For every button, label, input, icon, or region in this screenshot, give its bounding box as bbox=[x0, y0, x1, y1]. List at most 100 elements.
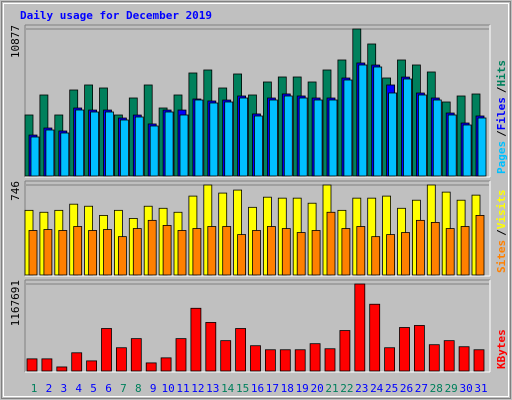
x-tick-label: 21 bbox=[325, 382, 338, 395]
bar bbox=[354, 283, 366, 372]
x-tick-label: 25 bbox=[385, 382, 398, 395]
bar bbox=[41, 358, 53, 372]
x-tick-label: 11 bbox=[176, 382, 189, 395]
legend: Sites /Visits bbox=[495, 190, 508, 274]
bar bbox=[224, 101, 234, 177]
x-tick-label: 9 bbox=[150, 382, 157, 395]
legend-entry: Visits bbox=[495, 190, 508, 230]
bar bbox=[237, 234, 247, 276]
x-tick-label: 13 bbox=[206, 382, 219, 395]
bar bbox=[75, 109, 85, 177]
bar bbox=[116, 347, 127, 372]
x-tick-label: 18 bbox=[281, 382, 294, 395]
legend-separator: / bbox=[495, 86, 508, 93]
bar bbox=[413, 325, 425, 372]
bar bbox=[324, 348, 336, 372]
x-tick-label: 2 bbox=[46, 382, 53, 395]
legend-entry: Files bbox=[495, 97, 508, 130]
bar bbox=[294, 349, 306, 372]
legend: Pages/Files/Hits bbox=[495, 60, 508, 174]
bar bbox=[56, 366, 68, 372]
bar bbox=[443, 340, 455, 372]
bar bbox=[252, 230, 261, 276]
x-tick-label: 22 bbox=[340, 382, 353, 395]
y-tick-label: 746 bbox=[9, 181, 22, 201]
bar bbox=[164, 111, 174, 177]
x-tick-label: 8 bbox=[135, 382, 142, 395]
bar bbox=[401, 232, 410, 276]
bar bbox=[175, 338, 187, 372]
x-tick-label: 6 bbox=[105, 382, 112, 395]
bar bbox=[235, 328, 247, 372]
bar bbox=[73, 226, 83, 276]
bar bbox=[264, 349, 276, 372]
bar bbox=[207, 226, 217, 276]
chart-title: Daily usage for December 2019 bbox=[20, 9, 212, 22]
x-tick-label: 20 bbox=[310, 382, 323, 395]
x-tick-label: 15 bbox=[236, 382, 249, 395]
x-tick-label: 23 bbox=[355, 382, 368, 395]
inner-border bbox=[3, 3, 509, 397]
bar bbox=[268, 99, 278, 177]
bar bbox=[388, 92, 398, 177]
bar bbox=[86, 360, 97, 372]
x-tick-label: 3 bbox=[60, 382, 67, 395]
bar bbox=[339, 330, 351, 372]
x-tick-label: 5 bbox=[90, 382, 97, 395]
x-tick-label: 27 bbox=[415, 382, 428, 395]
bar bbox=[105, 111, 114, 177]
x-tick-label: 31 bbox=[474, 382, 487, 395]
x-tick-label: 30 bbox=[459, 382, 472, 395]
bar bbox=[281, 228, 291, 276]
bar bbox=[118, 236, 127, 276]
bar bbox=[417, 94, 427, 177]
bar bbox=[254, 115, 263, 177]
x-tick-label: 7 bbox=[120, 382, 127, 395]
x-tick-label: 14 bbox=[221, 382, 235, 395]
y-tick-label: 1167691 bbox=[9, 280, 22, 326]
bar bbox=[132, 228, 142, 276]
bar bbox=[373, 66, 383, 177]
y-tick-label: 10877 bbox=[9, 25, 22, 58]
bar bbox=[415, 219, 425, 276]
bar bbox=[88, 230, 97, 276]
bar bbox=[177, 230, 187, 276]
bar bbox=[209, 102, 219, 177]
bar bbox=[403, 78, 412, 177]
bar bbox=[447, 114, 457, 177]
bar bbox=[179, 114, 189, 177]
bar bbox=[147, 219, 157, 276]
bar bbox=[222, 226, 232, 276]
x-tick-label: 4 bbox=[75, 382, 82, 395]
bar bbox=[130, 338, 142, 372]
bar bbox=[432, 99, 442, 177]
bar bbox=[28, 230, 38, 276]
bar bbox=[358, 64, 368, 177]
bar bbox=[386, 234, 396, 276]
bar bbox=[341, 228, 351, 276]
bar bbox=[220, 340, 232, 372]
bar bbox=[103, 229, 112, 276]
bar bbox=[462, 124, 472, 177]
x-tick-label: 1 bbox=[31, 382, 38, 395]
bar bbox=[194, 99, 204, 177]
x-tick-label: 16 bbox=[251, 382, 264, 395]
bar bbox=[205, 322, 217, 372]
bar bbox=[428, 344, 440, 372]
bar bbox=[279, 349, 291, 372]
bar bbox=[343, 79, 353, 177]
bar bbox=[384, 347, 396, 372]
x-tick-label: 12 bbox=[191, 382, 204, 395]
bar bbox=[239, 97, 249, 177]
bar bbox=[371, 236, 381, 276]
bar bbox=[120, 119, 129, 177]
bar bbox=[356, 226, 366, 276]
x-tick-label: 26 bbox=[400, 382, 413, 395]
bar bbox=[311, 230, 321, 276]
x-tick-label: 10 bbox=[161, 382, 174, 395]
bar bbox=[266, 226, 276, 276]
legend-separator: / bbox=[495, 229, 508, 236]
bar bbox=[460, 226, 470, 276]
bar bbox=[60, 132, 70, 177]
